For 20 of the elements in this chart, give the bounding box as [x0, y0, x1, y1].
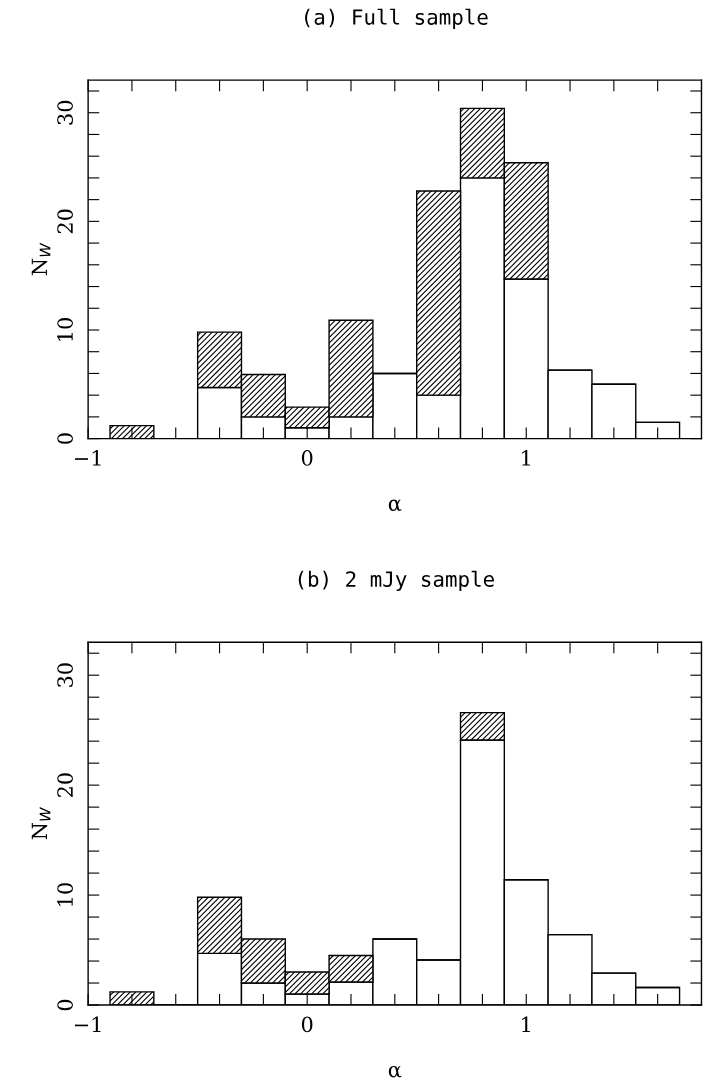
- x-axis-title: α: [388, 499, 402, 511]
- x-tick-label: 1: [522, 450, 530, 466]
- chart-title: (a) Full sample: [305, 8, 488, 29]
- y-axis-title: N$_{W}$: [31, 242, 51, 276]
- x-tick-label: 0: [301, 1016, 313, 1033]
- x-axis-title: α: [388, 1066, 402, 1078]
- x-tick-label: −1: [74, 1016, 101, 1032]
- y-tick-label: 20: [57, 209, 73, 234]
- y-tick-label: 20: [57, 773, 73, 797]
- y-tick-label: 10: [57, 883, 73, 906]
- y-axis-title: N$_{W}$: [31, 807, 51, 840]
- y-tick-label: 0: [57, 433, 73, 444]
- x-tick-label: −1: [74, 450, 101, 466]
- y-tick-label: 10: [57, 318, 73, 341]
- x-tick-label: 1: [522, 1016, 530, 1032]
- y-tick-label: 30: [57, 100, 73, 125]
- chart-title: (b) 2 mJy sample: [298, 570, 494, 591]
- y-tick-label: 30: [57, 663, 73, 687]
- x-tick-label: 0: [301, 450, 313, 466]
- y-tick-label: 0: [57, 999, 73, 1011]
